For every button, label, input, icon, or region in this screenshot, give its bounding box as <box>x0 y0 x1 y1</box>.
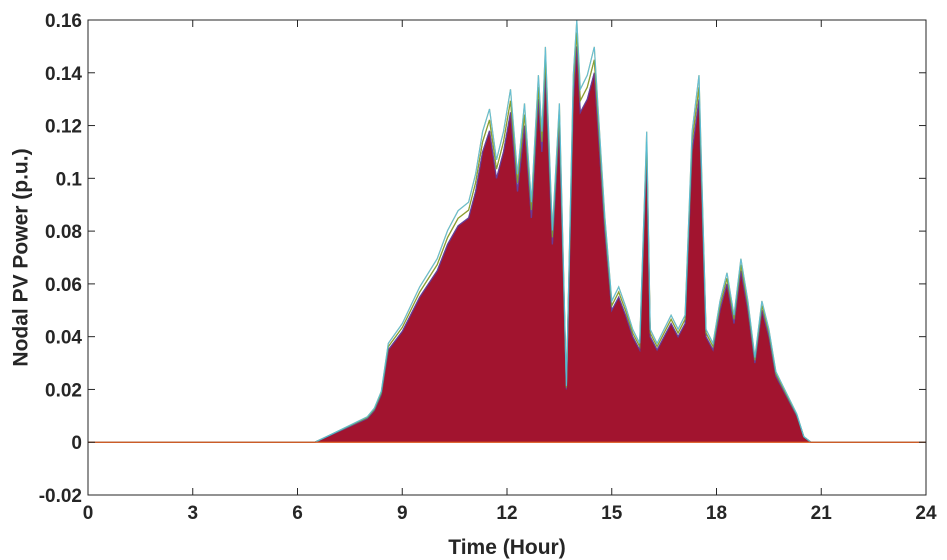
x-tick-label: 6 <box>292 503 303 524</box>
x-tick-label: 18 <box>706 503 727 524</box>
y-tick-label: 0.02 <box>45 380 82 401</box>
y-tick-label: 0.08 <box>45 222 82 243</box>
y-tick-label: 0.04 <box>45 328 82 349</box>
x-tick-label: 15 <box>601 503 623 524</box>
series-edge-line <box>88 46 926 443</box>
pv-power-area <box>88 46 926 443</box>
plot-area <box>88 19 926 443</box>
x-axis-title: Time (Hour) <box>448 536 565 559</box>
x-tick-label: 9 <box>397 503 408 524</box>
x-tick-label: 24 <box>915 503 937 524</box>
series-edge-line <box>88 32 926 443</box>
y-tick-label: 0.06 <box>45 275 82 296</box>
y-axis-title: Nodal PV Power (p.u.) <box>10 148 33 366</box>
x-tick-label: 3 <box>187 503 198 524</box>
y-tick-label: 0.16 <box>45 11 82 32</box>
y-tick-label: 0.1 <box>56 169 83 190</box>
y-tick-label: 0.12 <box>45 117 82 138</box>
y-tick-label: 0 <box>71 433 82 454</box>
x-tick-label: 21 <box>811 503 833 524</box>
x-tick-label: 0 <box>83 503 94 524</box>
y-tick-label: 0.14 <box>45 64 82 85</box>
axis-ticks: 0 3 6 9 12 15 18 21 24-0.0200.020.040.060.080.10… <box>39 11 937 524</box>
x-tick-label: 12 <box>496 503 517 524</box>
y-tick-label: -0.02 <box>39 486 82 507</box>
series-edge-line <box>88 19 926 443</box>
